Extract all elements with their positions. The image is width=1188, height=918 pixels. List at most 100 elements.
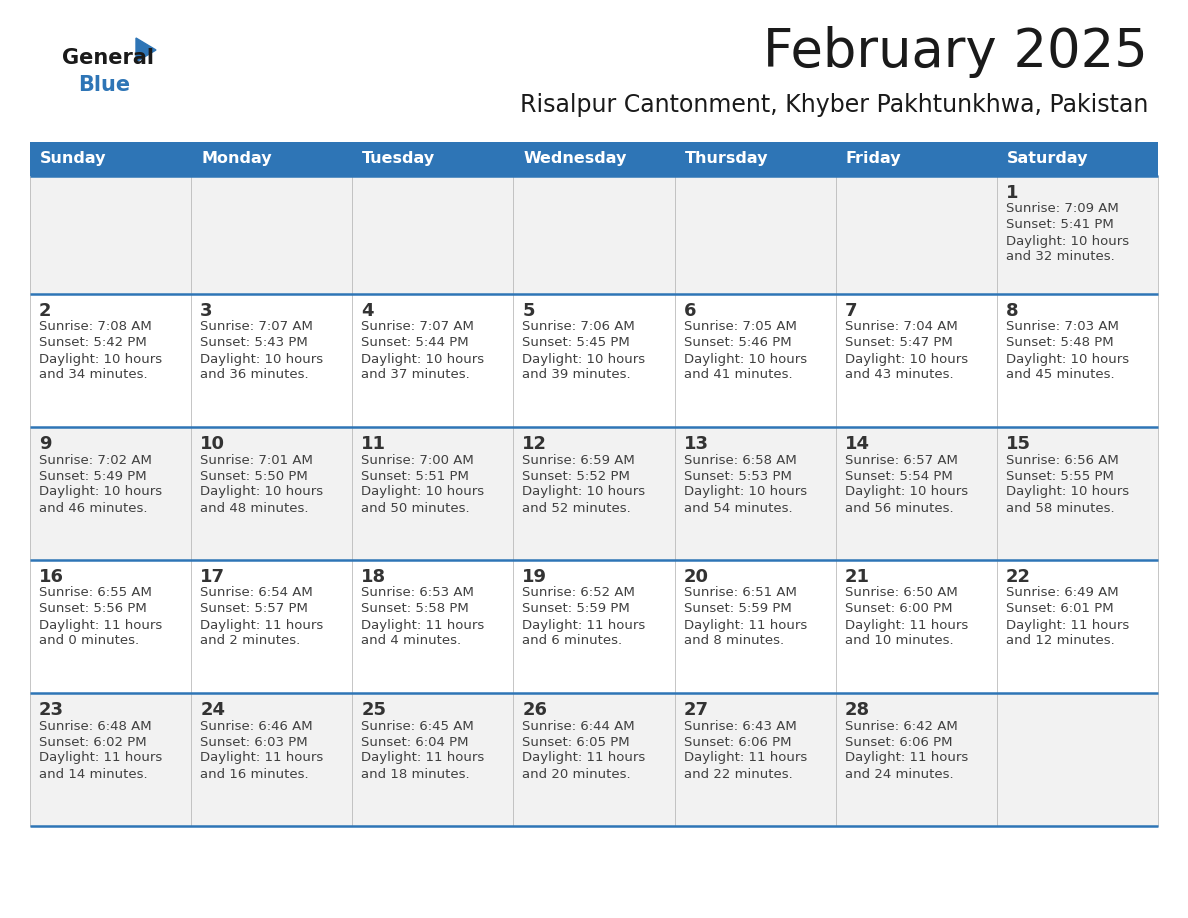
Text: Daylight: 10 hours: Daylight: 10 hours — [683, 353, 807, 365]
Text: Sunrise: 6:59 AM: Sunrise: 6:59 AM — [523, 453, 636, 466]
Text: and 50 minutes.: and 50 minutes. — [361, 501, 470, 514]
Text: Daylight: 11 hours: Daylight: 11 hours — [523, 619, 646, 632]
Bar — [30, 427, 1158, 560]
Text: Sunset: 5:41 PM: Sunset: 5:41 PM — [1006, 218, 1113, 231]
Text: Sunrise: 6:42 AM: Sunrise: 6:42 AM — [845, 720, 958, 733]
Text: 19: 19 — [523, 568, 548, 586]
Text: and 18 minutes.: and 18 minutes. — [361, 767, 470, 780]
Text: 5: 5 — [523, 302, 535, 320]
Text: Sunset: 5:45 PM: Sunset: 5:45 PM — [523, 337, 630, 350]
Text: 12: 12 — [523, 435, 548, 453]
Text: Sunset: 5:48 PM: Sunset: 5:48 PM — [1006, 337, 1113, 350]
Text: Sunrise: 6:44 AM: Sunrise: 6:44 AM — [523, 720, 636, 733]
Text: Sunrise: 7:09 AM: Sunrise: 7:09 AM — [1006, 203, 1119, 216]
Text: Daylight: 10 hours: Daylight: 10 hours — [683, 486, 807, 498]
Text: Daylight: 11 hours: Daylight: 11 hours — [683, 619, 807, 632]
Text: and 45 minutes.: and 45 minutes. — [1006, 368, 1114, 382]
Text: and 20 minutes.: and 20 minutes. — [523, 767, 631, 780]
Text: 27: 27 — [683, 701, 708, 719]
Text: Sunrise: 6:52 AM: Sunrise: 6:52 AM — [523, 587, 636, 599]
Text: 25: 25 — [361, 701, 386, 719]
Text: Sunrise: 7:03 AM: Sunrise: 7:03 AM — [1006, 320, 1119, 333]
Text: Sunset: 5:59 PM: Sunset: 5:59 PM — [523, 602, 630, 615]
Text: February 2025: February 2025 — [763, 26, 1148, 78]
Text: Sunset: 5:54 PM: Sunset: 5:54 PM — [845, 469, 953, 483]
Text: Sunrise: 7:07 AM: Sunrise: 7:07 AM — [361, 320, 474, 333]
Text: Daylight: 10 hours: Daylight: 10 hours — [1006, 353, 1129, 365]
Text: and 4 minutes.: and 4 minutes. — [361, 634, 461, 647]
Text: Sunrise: 6:57 AM: Sunrise: 6:57 AM — [845, 453, 958, 466]
Text: Daylight: 10 hours: Daylight: 10 hours — [200, 486, 323, 498]
Text: Sunset: 6:04 PM: Sunset: 6:04 PM — [361, 735, 469, 748]
Text: Sunrise: 7:04 AM: Sunrise: 7:04 AM — [845, 320, 958, 333]
Text: and 52 minutes.: and 52 minutes. — [523, 501, 631, 514]
Text: Sunset: 5:56 PM: Sunset: 5:56 PM — [39, 602, 147, 615]
Text: Risalpur Cantonment, Khyber Pakhtunkhwa, Pakistan: Risalpur Cantonment, Khyber Pakhtunkhwa,… — [519, 93, 1148, 117]
Text: and 36 minutes.: and 36 minutes. — [200, 368, 309, 382]
Text: Sunrise: 6:58 AM: Sunrise: 6:58 AM — [683, 453, 796, 466]
Text: 8: 8 — [1006, 302, 1018, 320]
Text: Sunrise: 6:50 AM: Sunrise: 6:50 AM — [845, 587, 958, 599]
Text: and 56 minutes.: and 56 minutes. — [845, 501, 953, 514]
Text: Daylight: 10 hours: Daylight: 10 hours — [361, 486, 485, 498]
Text: and 41 minutes.: and 41 minutes. — [683, 368, 792, 382]
Text: Daylight: 11 hours: Daylight: 11 hours — [39, 752, 163, 765]
Text: Tuesday: Tuesday — [362, 151, 436, 166]
Text: Daylight: 10 hours: Daylight: 10 hours — [523, 353, 645, 365]
Text: Sunset: 5:42 PM: Sunset: 5:42 PM — [39, 337, 147, 350]
Text: Sunrise: 6:55 AM: Sunrise: 6:55 AM — [39, 587, 152, 599]
Text: and 6 minutes.: and 6 minutes. — [523, 634, 623, 647]
Text: 6: 6 — [683, 302, 696, 320]
Text: 10: 10 — [200, 435, 226, 453]
Text: Sunset: 5:57 PM: Sunset: 5:57 PM — [200, 602, 308, 615]
Text: 4: 4 — [361, 302, 374, 320]
Text: and 14 minutes.: and 14 minutes. — [39, 767, 147, 780]
Text: Sunrise: 7:01 AM: Sunrise: 7:01 AM — [200, 453, 312, 466]
Text: and 16 minutes.: and 16 minutes. — [200, 767, 309, 780]
Text: 18: 18 — [361, 568, 386, 586]
Text: Daylight: 11 hours: Daylight: 11 hours — [845, 619, 968, 632]
Text: Sunrise: 6:48 AM: Sunrise: 6:48 AM — [39, 720, 152, 733]
Text: Sunset: 6:03 PM: Sunset: 6:03 PM — [200, 735, 308, 748]
Text: Sunset: 5:59 PM: Sunset: 5:59 PM — [683, 602, 791, 615]
Text: Sunrise: 6:45 AM: Sunrise: 6:45 AM — [361, 720, 474, 733]
Text: 28: 28 — [845, 701, 870, 719]
Text: and 12 minutes.: and 12 minutes. — [1006, 634, 1114, 647]
Text: Sunset: 6:02 PM: Sunset: 6:02 PM — [39, 735, 146, 748]
Text: and 24 minutes.: and 24 minutes. — [845, 767, 953, 780]
Text: and 43 minutes.: and 43 minutes. — [845, 368, 953, 382]
Text: General: General — [62, 48, 154, 68]
Text: Sunset: 5:52 PM: Sunset: 5:52 PM — [523, 469, 631, 483]
Text: and 48 minutes.: and 48 minutes. — [200, 501, 309, 514]
Text: Sunset: 5:49 PM: Sunset: 5:49 PM — [39, 469, 146, 483]
Text: Friday: Friday — [846, 151, 902, 166]
Text: 14: 14 — [845, 435, 870, 453]
Text: Sunset: 6:01 PM: Sunset: 6:01 PM — [1006, 602, 1113, 615]
Text: Sunday: Sunday — [40, 151, 107, 166]
Bar — [30, 693, 1158, 826]
Text: and 0 minutes.: and 0 minutes. — [39, 634, 139, 647]
Text: Sunset: 6:00 PM: Sunset: 6:00 PM — [845, 602, 953, 615]
Text: Daylight: 10 hours: Daylight: 10 hours — [200, 353, 323, 365]
Text: Sunrise: 7:06 AM: Sunrise: 7:06 AM — [523, 320, 636, 333]
Text: Daylight: 10 hours: Daylight: 10 hours — [1006, 486, 1129, 498]
Text: and 39 minutes.: and 39 minutes. — [523, 368, 631, 382]
Text: and 46 minutes.: and 46 minutes. — [39, 501, 147, 514]
Text: Daylight: 11 hours: Daylight: 11 hours — [361, 752, 485, 765]
Text: Daylight: 11 hours: Daylight: 11 hours — [200, 752, 323, 765]
Text: Sunset: 5:47 PM: Sunset: 5:47 PM — [845, 337, 953, 350]
Text: Sunset: 6:06 PM: Sunset: 6:06 PM — [683, 735, 791, 748]
Text: Daylight: 11 hours: Daylight: 11 hours — [683, 752, 807, 765]
Text: 24: 24 — [200, 701, 226, 719]
Text: 11: 11 — [361, 435, 386, 453]
Text: Daylight: 11 hours: Daylight: 11 hours — [1006, 619, 1129, 632]
Text: Sunrise: 7:05 AM: Sunrise: 7:05 AM — [683, 320, 796, 333]
Text: and 34 minutes.: and 34 minutes. — [39, 368, 147, 382]
Text: Sunrise: 7:08 AM: Sunrise: 7:08 AM — [39, 320, 152, 333]
Text: Monday: Monday — [201, 151, 272, 166]
Text: 1: 1 — [1006, 184, 1018, 202]
Text: 16: 16 — [39, 568, 64, 586]
Text: Daylight: 11 hours: Daylight: 11 hours — [200, 619, 323, 632]
Text: Sunset: 5:44 PM: Sunset: 5:44 PM — [361, 337, 469, 350]
Text: and 58 minutes.: and 58 minutes. — [1006, 501, 1114, 514]
